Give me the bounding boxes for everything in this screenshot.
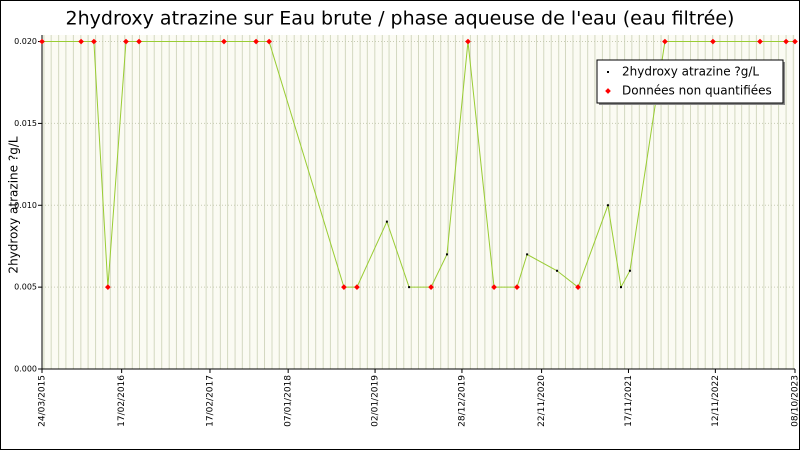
- chart-title: 2hydroxy atrazine sur Eau brute / phase …: [66, 8, 735, 30]
- non-quantified-point: [105, 284, 111, 290]
- x-tick-label: 17/02/2016: [117, 375, 127, 427]
- x-tick-label: 28/12/2019: [457, 375, 467, 427]
- non-quantified-point: [662, 38, 668, 45]
- point: [385, 220, 388, 223]
- legend-marker: [607, 71, 609, 73]
- y-tick-label: 0.015: [14, 119, 37, 128]
- non-quantified-point: [710, 38, 716, 45]
- x-tick-label: 02/01/2019: [371, 375, 381, 427]
- x-tick-label: 17/11/2021: [624, 375, 634, 427]
- x-tick-label: 22/11/2020: [537, 375, 547, 427]
- point: [628, 269, 631, 272]
- point: [526, 253, 529, 256]
- y-axis-label: 2hydroxy atrazine ?g/L: [7, 136, 21, 273]
- point: [445, 253, 448, 256]
- x-tick-label: 24/03/2015: [38, 375, 48, 427]
- x-tick-label: 07/01/2018: [284, 375, 294, 427]
- y-tick-label: 0.020: [14, 37, 37, 46]
- point: [606, 204, 609, 207]
- legend-label: 2hydroxy atrazine ?g/L: [622, 65, 759, 79]
- non-quantified-point: [354, 284, 360, 290]
- legend-box: [596, 59, 784, 104]
- non-quantified-point: [757, 38, 763, 45]
- x-tick-label: 08/10/2023: [791, 375, 800, 427]
- non-quantified-point: [428, 284, 434, 290]
- x-tick-label: 17/02/2017: [205, 375, 215, 427]
- non-quantified-point: [341, 284, 347, 290]
- legend-marker: [605, 88, 611, 94]
- y-tick-label: 0.010: [14, 201, 37, 210]
- y-tick-label: 0.005: [14, 283, 37, 292]
- non-quantified-point: [491, 284, 497, 290]
- point: [408, 286, 411, 289]
- point: [619, 286, 622, 289]
- x-tick-label: 12/11/2022: [711, 375, 721, 427]
- y-tick-label: 0.000: [14, 365, 37, 374]
- non-quantified-point: [792, 38, 798, 45]
- non-quantified-point: [514, 284, 520, 290]
- legend-label: Données non quantifiées: [622, 84, 772, 98]
- point: [556, 269, 559, 272]
- non-quantified-point: [575, 284, 581, 290]
- non-quantified-point: [783, 38, 789, 45]
